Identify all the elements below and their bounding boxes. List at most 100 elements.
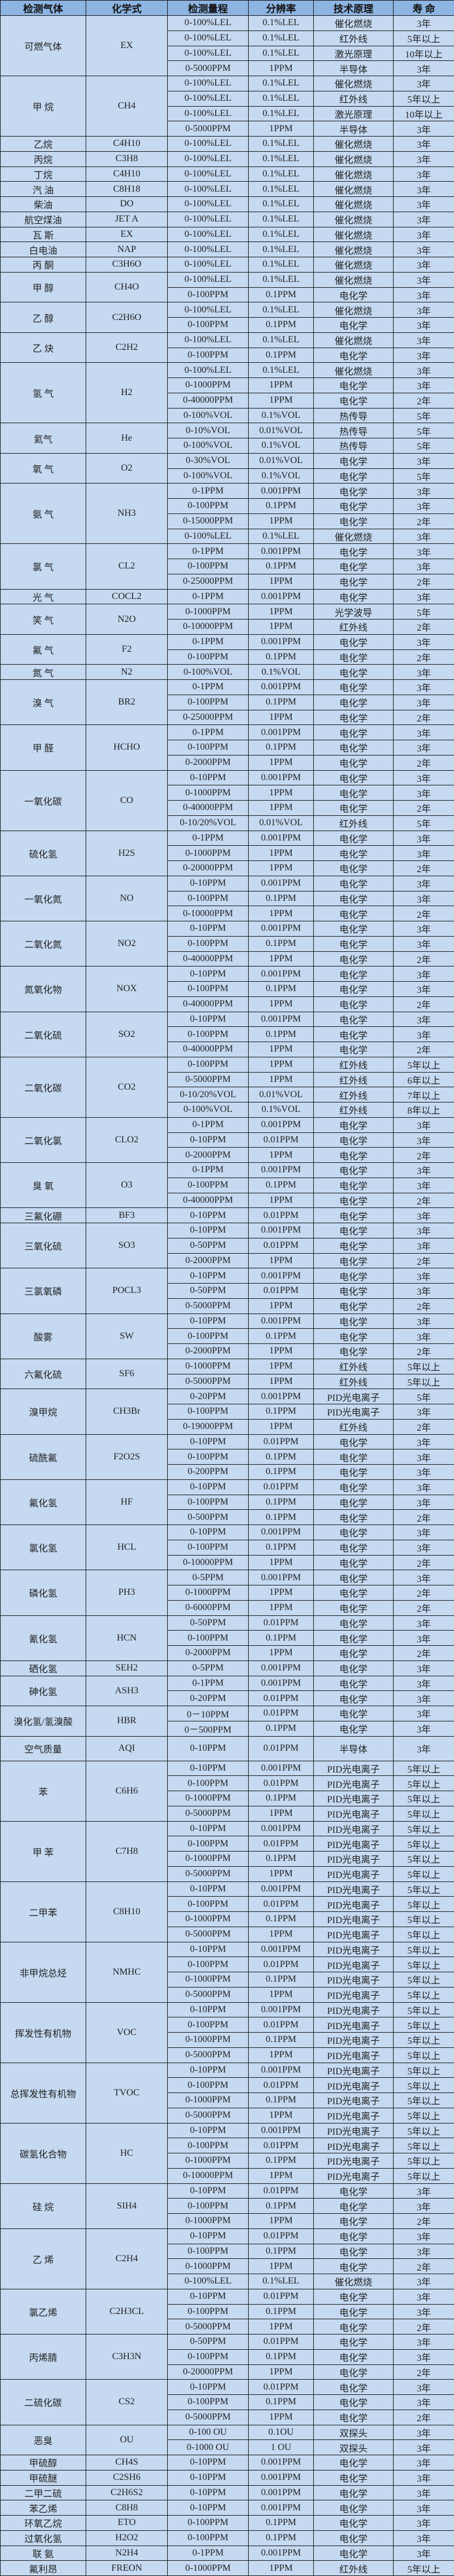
resolution-cell: 0.001PPM: [249, 1942, 314, 1957]
lifespan-cell: 3年: [394, 1615, 454, 1631]
lifespan-cell: 2年: [394, 1646, 454, 1661]
formula-cell: O2: [86, 453, 168, 484]
formula-cell: C8H8: [86, 2500, 168, 2516]
resolution-cell: 0.1%LEL: [249, 151, 314, 166]
resolution-cell: 0.1PPM: [249, 891, 314, 906]
principle-cell: 电化学: [314, 634, 394, 649]
lifespan-cell: 8年以上: [394, 1102, 454, 1118]
gas-name-cell: 氨 气: [1, 484, 86, 544]
formula-cell: C2H6S2: [86, 2485, 168, 2500]
principle-cell: 电化学: [314, 1298, 394, 1313]
lifespan-cell: 5年以上: [394, 1927, 454, 1942]
range-cell: 0-1000PPM: [168, 1912, 249, 1927]
lifespan-cell: 3年: [394, 484, 454, 499]
principle-cell: 电化学: [314, 318, 394, 333]
formula-cell: NO: [86, 876, 168, 921]
principle-cell: 电化学: [314, 1238, 394, 1253]
lifespan-cell: 2年: [394, 1193, 454, 1208]
principle-cell: PID光电离子: [314, 1821, 394, 1836]
range-cell: 0-1000PPM: [168, 604, 249, 620]
range-cell: 0-100%LEL: [168, 272, 249, 287]
principle-cell: 电化学: [314, 2455, 394, 2470]
lifespan-cell: 3年: [394, 740, 454, 756]
lifespan-cell: 5年以上: [394, 1866, 454, 1881]
gas-name-cell: 非甲烷总烃: [1, 1942, 86, 2002]
lifespan-cell: 5年以上: [394, 1821, 454, 1836]
range-cell: 0-10PPM: [168, 1223, 249, 1238]
resolution-cell: 1 OU: [249, 2440, 314, 2455]
range-cell: 0-100PPM: [168, 2516, 249, 2531]
lifespan-cell: 5年以上: [394, 1897, 454, 1912]
lifespan-cell: 5年以上: [394, 1957, 454, 1972]
gas-name-cell: 一氧化氮: [1, 876, 86, 921]
resolution-cell: 0.1PPM: [249, 1791, 314, 1806]
principle-cell: PID光电离子: [314, 2093, 394, 2108]
resolution-cell: 1PPM: [249, 1585, 314, 1601]
resolution-cell: 0.1%LEL: [249, 227, 314, 242]
lifespan-cell: 3年: [394, 2500, 454, 2516]
range-cell: 0-100%LEL: [168, 151, 249, 166]
lifespan-cell: 3年: [394, 2485, 454, 2500]
lifespan-cell: 5年以上: [394, 2047, 454, 2063]
gas-name-cell: 磷化氢: [1, 1570, 86, 1615]
principle-cell: PID光电离子: [314, 1897, 394, 1912]
resolution-cell: 0.01PPM: [249, 1479, 314, 1495]
lifespan-cell: 3年: [394, 785, 454, 801]
range-cell: 0-100%VOL: [168, 438, 249, 454]
resolution-cell: 0.1%LEL: [249, 272, 314, 287]
gas-name-cell: 航空煤油: [1, 212, 86, 227]
lifespan-cell: 3年: [394, 257, 454, 273]
resolution-cell: 0.1%VOL: [249, 468, 314, 484]
gas-name-cell: 三氧化硫: [1, 1223, 86, 1268]
resolution-cell: 0.1PPM: [249, 740, 314, 756]
gas-name-cell: 总挥发性有机物: [1, 2063, 86, 2123]
principle-cell: 电化学: [314, 1585, 394, 1601]
range-cell: 0-100PPM: [168, 2078, 249, 2093]
formula-cell: FREON: [86, 2561, 168, 2576]
gas-name-cell: 氟 气: [1, 634, 86, 665]
resolution-cell: 0.01PPM: [249, 1957, 314, 1972]
principle-cell: 电化学: [314, 393, 394, 408]
formula-cell: VOC: [86, 2002, 168, 2063]
principle-cell: 催化燃烧: [314, 302, 394, 318]
principle-cell: PID光电离子: [314, 1852, 394, 1867]
gas-name-cell: 联 氨: [1, 2546, 86, 2561]
formula-cell: CH4O: [86, 272, 168, 302]
lifespan-cell: 3年: [394, 1178, 454, 1193]
lifespan-cell: 5年以上: [394, 2561, 454, 2576]
principle-cell: 催化燃烧: [314, 182, 394, 197]
principle-cell: PID光电离子: [314, 1912, 394, 1927]
range-cell: 0-1000PPM: [168, 846, 249, 861]
range-cell: 0-1000 OU: [168, 2440, 249, 2455]
lifespan-cell: 2年: [394, 1510, 454, 1525]
principle-cell: PID光电离子: [314, 1791, 394, 1806]
resolution-cell: 0.1%LEL: [249, 91, 314, 106]
principle-cell: 催化燃烧: [314, 197, 394, 212]
gas-name-cell: 苯乙烯: [1, 2500, 86, 2516]
range-cell: 0-100%LEL: [168, 16, 249, 31]
principle-cell: 电化学: [314, 559, 394, 574]
lifespan-cell: 5年以上: [394, 2063, 454, 2078]
principle-cell: PID光电离子: [314, 1866, 394, 1881]
gas-name-cell: 甲 醛: [1, 725, 86, 770]
resolution-cell: 0.1PPM: [249, 1495, 314, 1510]
principle-cell: 红外线: [314, 91, 394, 106]
resolution-cell: 0.01PPM: [249, 1132, 314, 1148]
gas-name-cell: 汽 油: [1, 182, 86, 197]
lifespan-cell: 3年: [394, 2244, 454, 2259]
lifespan-cell: 2年: [394, 755, 454, 770]
range-cell: 0-100PPM: [168, 1836, 249, 1852]
resolution-cell: 0.001PPM: [249, 1163, 314, 1178]
range-cell: 0-100%LEL: [168, 212, 249, 227]
range-cell: 0-10/20%VOL: [168, 1087, 249, 1102]
resolution-cell: 1PPM: [249, 755, 314, 770]
formula-cell: HCHO: [86, 725, 168, 770]
